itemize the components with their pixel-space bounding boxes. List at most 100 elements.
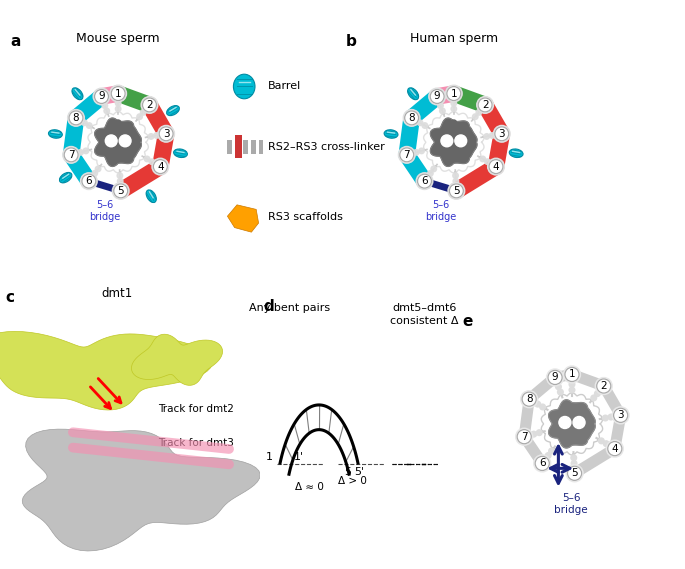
Circle shape	[111, 86, 125, 101]
Bar	[251, 140, 256, 154]
Circle shape	[95, 89, 108, 104]
Circle shape	[140, 110, 146, 115]
Bar	[243, 140, 248, 154]
Circle shape	[564, 366, 580, 383]
Circle shape	[158, 125, 175, 142]
Text: 3: 3	[163, 129, 169, 139]
Circle shape	[451, 101, 457, 106]
Text: d: d	[263, 299, 274, 314]
Circle shape	[93, 88, 110, 105]
Circle shape	[110, 85, 127, 102]
Text: c: c	[5, 290, 14, 305]
Text: 6: 6	[421, 176, 428, 186]
Circle shape	[82, 120, 87, 126]
Circle shape	[606, 440, 623, 457]
Circle shape	[117, 173, 123, 178]
Text: e: e	[462, 315, 473, 329]
Circle shape	[86, 123, 92, 129]
Text: 5–6
bridge: 5–6 bridge	[89, 200, 121, 222]
Circle shape	[159, 127, 173, 141]
Circle shape	[403, 110, 420, 126]
Circle shape	[558, 389, 563, 395]
Circle shape	[137, 114, 142, 119]
Text: 8: 8	[73, 113, 79, 123]
Ellipse shape	[234, 74, 255, 99]
Circle shape	[478, 98, 492, 112]
Text: 5': 5'	[354, 467, 364, 477]
Text: Any bent pairs: Any bent pairs	[249, 303, 330, 313]
Circle shape	[535, 401, 540, 407]
Polygon shape	[227, 205, 258, 232]
Text: dmt5–dmt6
consistent Δ: dmt5–dmt6 consistent Δ	[390, 303, 459, 325]
Bar	[227, 140, 232, 154]
Circle shape	[451, 120, 457, 126]
Circle shape	[119, 135, 131, 147]
Ellipse shape	[146, 190, 156, 203]
Ellipse shape	[72, 88, 83, 100]
Text: 5: 5	[571, 468, 578, 479]
Text: Human sperm: Human sperm	[410, 32, 498, 46]
Bar	[258, 140, 263, 154]
Text: 4: 4	[157, 162, 164, 172]
Circle shape	[112, 183, 129, 199]
Circle shape	[591, 395, 597, 401]
Circle shape	[536, 430, 542, 435]
Circle shape	[565, 368, 579, 382]
Text: 2: 2	[146, 100, 153, 110]
Circle shape	[603, 441, 609, 447]
Circle shape	[63, 146, 79, 163]
Circle shape	[153, 160, 167, 174]
Bar	[235, 140, 240, 154]
Circle shape	[485, 159, 490, 164]
Text: 5–6
bridge: 5–6 bridge	[425, 200, 456, 222]
Circle shape	[549, 448, 554, 454]
Text: 4: 4	[493, 162, 499, 172]
Text: 5: 5	[344, 467, 351, 477]
Circle shape	[104, 108, 110, 114]
Text: 1: 1	[115, 89, 121, 98]
Circle shape	[82, 174, 96, 188]
Circle shape	[117, 178, 123, 184]
Text: 1: 1	[569, 369, 575, 380]
Circle shape	[430, 89, 444, 104]
Bar	[425, 178, 456, 193]
Text: 2: 2	[601, 381, 607, 391]
Text: 3: 3	[499, 129, 505, 139]
Circle shape	[114, 184, 127, 198]
Text: 2: 2	[482, 100, 488, 110]
Circle shape	[81, 173, 97, 189]
Circle shape	[517, 430, 532, 444]
Ellipse shape	[384, 130, 398, 138]
Text: Δ > 0: Δ > 0	[338, 476, 366, 486]
Text: 6: 6	[86, 176, 92, 186]
Circle shape	[78, 150, 84, 155]
Ellipse shape	[49, 130, 62, 138]
Text: 1': 1'	[293, 452, 303, 461]
Circle shape	[484, 134, 490, 139]
Text: 9: 9	[551, 373, 558, 382]
Circle shape	[599, 438, 604, 444]
Circle shape	[571, 460, 577, 466]
Circle shape	[521, 391, 538, 407]
Circle shape	[102, 103, 108, 109]
Circle shape	[416, 173, 433, 189]
Circle shape	[449, 184, 463, 198]
Text: 3: 3	[617, 410, 624, 420]
Circle shape	[603, 415, 608, 421]
Circle shape	[595, 378, 612, 394]
Circle shape	[559, 417, 571, 428]
Text: 8: 8	[408, 113, 415, 123]
Text: Mouse sperm: Mouse sperm	[76, 32, 160, 46]
Text: 5: 5	[453, 186, 460, 196]
Text: 7: 7	[68, 150, 75, 160]
Text: Δ ≈ 0: Δ ≈ 0	[295, 482, 323, 492]
Circle shape	[417, 120, 423, 126]
Text: Track for dmt2: Track for dmt2	[158, 403, 234, 414]
Circle shape	[545, 453, 551, 458]
Circle shape	[419, 148, 424, 154]
Text: Track for dmt3: Track for dmt3	[158, 439, 234, 448]
Circle shape	[489, 133, 495, 138]
Circle shape	[115, 120, 121, 126]
Circle shape	[455, 135, 466, 147]
Text: b: b	[346, 34, 357, 50]
